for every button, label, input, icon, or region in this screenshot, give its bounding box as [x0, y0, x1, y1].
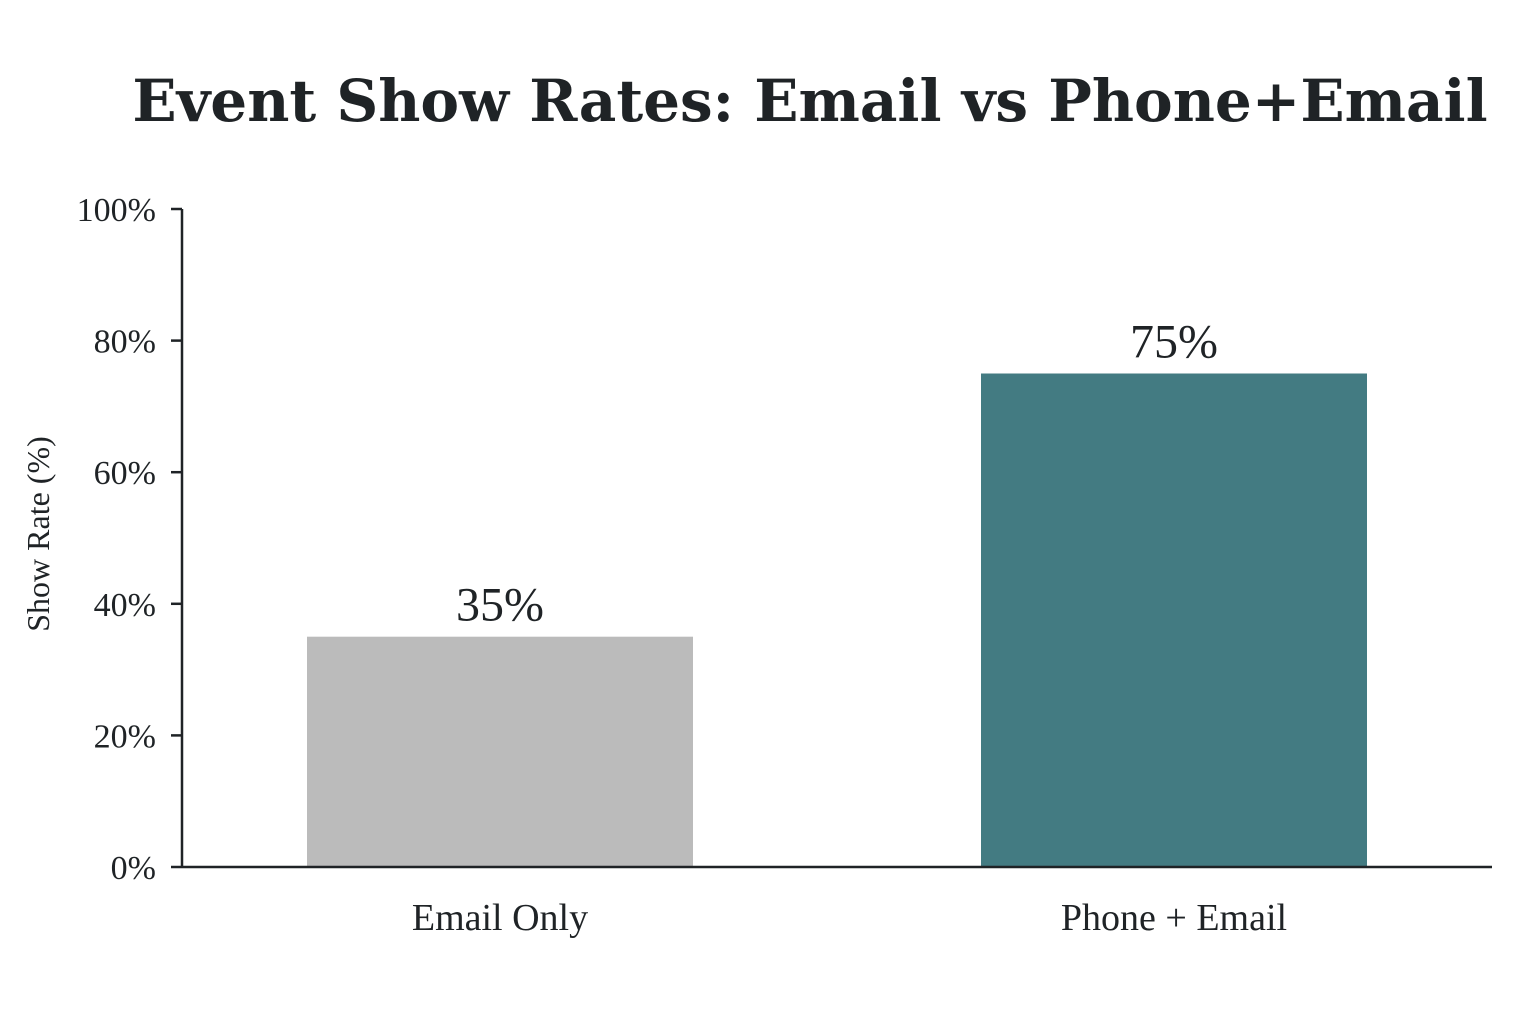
bars [307, 373, 1367, 867]
y-axis-label: Show Rate (%) [20, 436, 56, 632]
bar-phone-email [981, 373, 1367, 867]
x-category-label: Email Only [412, 897, 588, 939]
x-category-label: Phone + Email [1061, 897, 1287, 939]
chart-title: Event Show Rates: Email vs Phone+Email [132, 67, 1487, 135]
y-tick-label: 100% [77, 192, 156, 229]
y-tick-label: 0% [111, 850, 156, 887]
data-labels: 35% 75% [456, 316, 1218, 632]
y-tick-label: 20% [94, 718, 156, 755]
y-tick-label: 40% [94, 587, 156, 624]
bar-email-only [307, 636, 693, 867]
bar-value-label: 35% [456, 579, 544, 632]
bar-value-label: 75% [1130, 316, 1218, 369]
x-axis-tick-labels: Email Only Phone + Email [412, 897, 1287, 939]
y-tick-label: 60% [94, 455, 156, 492]
y-tick-label: 80% [94, 324, 156, 361]
y-axis-ticks: 0% 20% 40% 60% 80% 100% [77, 192, 182, 887]
